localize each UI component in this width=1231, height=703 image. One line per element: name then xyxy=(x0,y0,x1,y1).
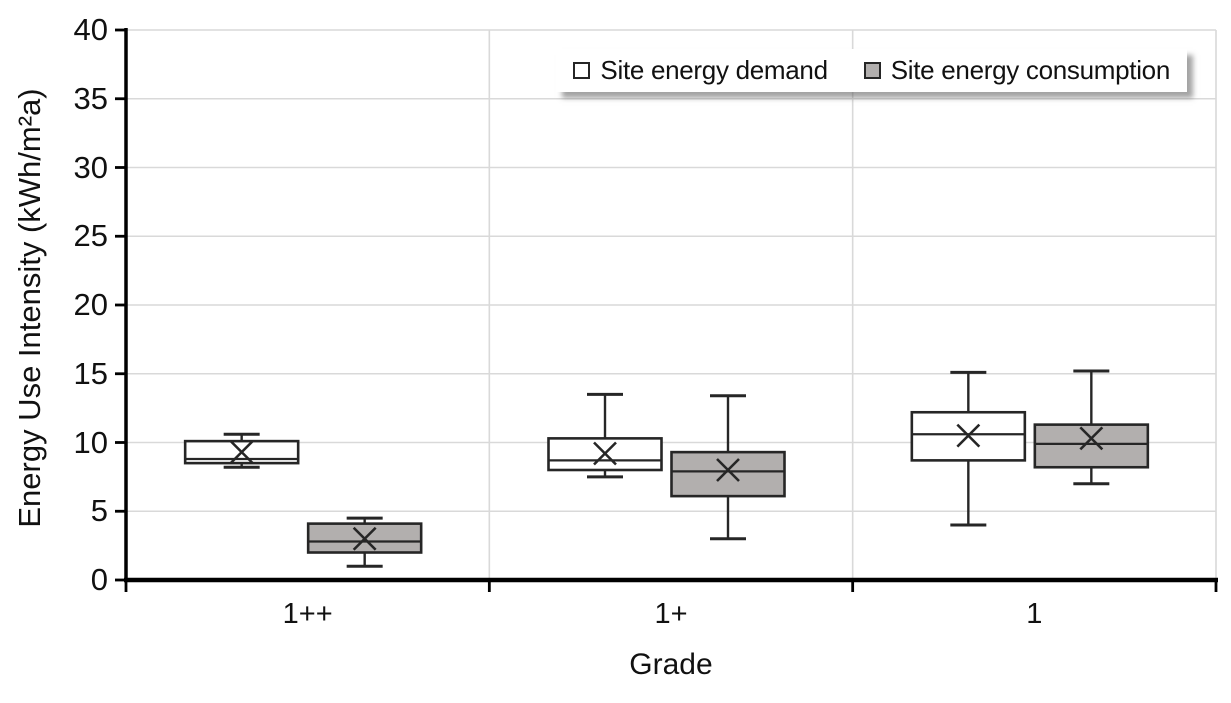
legend-item-site-energy-consumption: Site energy consumption xyxy=(863,55,1171,86)
x-category-label: 1++ xyxy=(282,598,333,630)
box-demand-1-mean-x-icon xyxy=(956,423,981,448)
box-consumption-1+-mean-x-icon xyxy=(716,458,740,482)
x-category-label: 1+ xyxy=(654,598,688,630)
y-axis-title: Energy Use Intensity (kWh/m²a) xyxy=(12,88,47,528)
y-tick-label: 10 xyxy=(73,424,108,460)
legend: Site energy demand Site energy consumpti… xyxy=(556,49,1187,92)
box-consumption-1+ xyxy=(670,450,786,498)
box-consumption-1 xyxy=(1033,423,1150,469)
box-consumption-1++-mean-x-icon xyxy=(352,526,377,551)
box-demand-1++-mean-x-icon xyxy=(229,440,254,465)
y-tick-label: 5 xyxy=(90,493,108,529)
legend-label: Site energy consumption xyxy=(890,55,1171,85)
x-category-label: 1 xyxy=(1026,598,1043,630)
y-tick-label: 30 xyxy=(73,149,108,185)
y-tick-label: 40 xyxy=(73,12,108,47)
box-demand-1+-mean-x-icon xyxy=(593,441,617,466)
box-demand-1+ xyxy=(547,437,663,472)
box-consumption-1-mean-x-icon xyxy=(1079,426,1104,451)
legend-label: Site energy demand xyxy=(600,55,828,85)
demand-swatch-icon xyxy=(573,62,591,79)
consumption-swatch-icon xyxy=(863,62,881,79)
x-axis-title: Grade xyxy=(629,648,713,681)
y-tick-label: 25 xyxy=(73,218,108,254)
y-tick-label: 0 xyxy=(90,562,108,597)
y-tick-label: 35 xyxy=(73,80,108,116)
legend-item-site-energy-demand: Site energy demand xyxy=(573,55,828,86)
y-tick-label: 20 xyxy=(73,287,108,322)
y-tick-label: 15 xyxy=(73,355,108,391)
